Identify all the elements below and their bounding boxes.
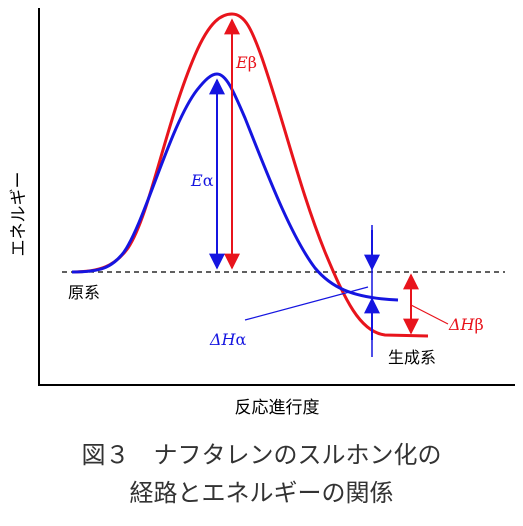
caption-line-2: 経路とエネルギーの関係 — [129, 479, 394, 507]
dh-alpha-leader — [244, 286, 369, 321]
dh-alpha-label: ΔHα — [209, 330, 247, 349]
e-beta-label: Eβ — [235, 53, 257, 72]
energy-diagram: エネルギー 反応進行度 原系 生成系 Eβ Eα ΔHα ΔHβ — [9, 8, 515, 418]
caption-line-1: 図３ ナフタレンのスルホン化の — [81, 441, 442, 469]
x-axis-label: 反応進行度 — [235, 398, 320, 418]
dh-beta-leader — [410, 304, 449, 325]
product-label: 生成系 — [388, 348, 436, 367]
figure-caption: 図３ ナフタレンのスルホン化の 経路とエネルギーの関係 — [0, 436, 523, 512]
reactant-label: 原系 — [68, 283, 100, 302]
y-axis-label: エネルギー — [9, 172, 29, 257]
alpha-path-curve — [71, 72, 399, 302]
dh-beta-label: ΔHβ — [448, 315, 484, 334]
e-alpha-label: Eα — [190, 171, 214, 190]
